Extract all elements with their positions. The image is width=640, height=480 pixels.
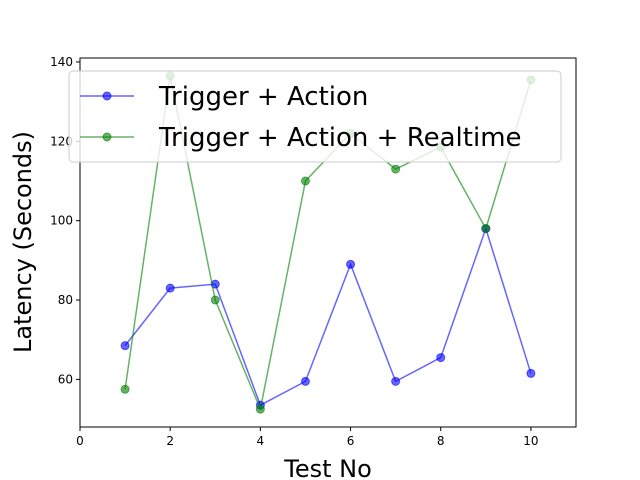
y-tick-label: 60 (58, 372, 73, 386)
data-point (210, 279, 220, 289)
data-point (526, 368, 536, 378)
data-point (255, 404, 265, 414)
legend-label: Trigger + Action (158, 82, 368, 112)
data-point (436, 353, 446, 363)
legend-box (68, 70, 562, 163)
y-tick-label: 100 (50, 214, 73, 228)
x-tick-label: 8 (437, 434, 445, 448)
x-tick-label: 6 (347, 434, 355, 448)
plot-frame (79, 57, 577, 428)
x-tick-label: 2 (166, 434, 174, 448)
legend-label: Trigger + Action + Realtime (158, 123, 522, 153)
series-line-1 (124, 226, 532, 407)
data-point (120, 341, 130, 351)
y-tick-label: 140 (50, 55, 73, 69)
data-point (300, 376, 310, 386)
legend-swatch-marker (102, 91, 112, 101)
x-tick-label: 0 (76, 434, 84, 448)
data-point (346, 259, 356, 269)
x-tick-label: 4 (257, 434, 265, 448)
data-point (165, 283, 175, 293)
data-point (391, 164, 401, 174)
y-axis-label: Latency (Seconds) (9, 131, 37, 353)
data-point (481, 224, 491, 234)
data-point (120, 384, 130, 394)
y-tick-label: 120 (50, 134, 73, 148)
data-point (210, 295, 220, 305)
legend-swatch-marker (102, 132, 112, 142)
data-point (391, 376, 401, 386)
y-tick-label: 80 (58, 293, 73, 307)
legend: Trigger + Action Trigger + Action + Realt… (68, 70, 562, 163)
x-tick-label: 10 (523, 434, 538, 448)
x-axis: 0 2 4 6 8 10 (76, 427, 539, 448)
y-axis: 60 80 100 120 140 (50, 55, 80, 386)
x-axis-label: Test No (283, 455, 372, 480)
data-point (300, 176, 310, 186)
